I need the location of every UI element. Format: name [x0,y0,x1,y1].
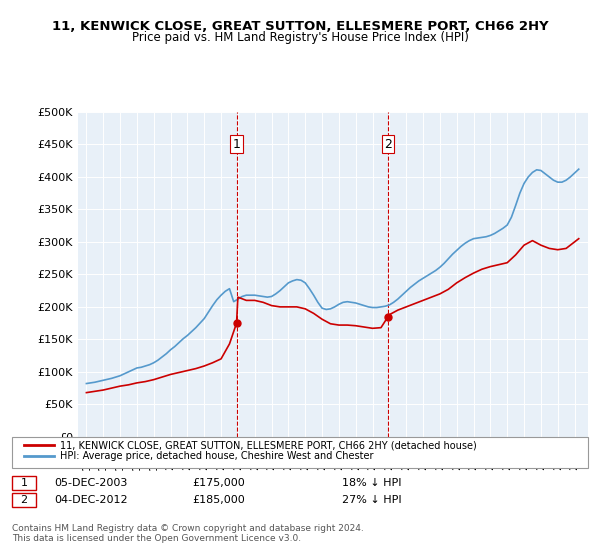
Text: 11, KENWICK CLOSE, GREAT SUTTON, ELLESMERE PORT, CH66 2HY (detached house): 11, KENWICK CLOSE, GREAT SUTTON, ELLESME… [60,440,477,450]
Text: £185,000: £185,000 [192,494,245,505]
Text: £175,000: £175,000 [192,478,245,488]
Text: 1: 1 [20,478,28,488]
Text: 27% ↓ HPI: 27% ↓ HPI [342,494,401,505]
Text: 18% ↓ HPI: 18% ↓ HPI [342,478,401,488]
Text: Contains HM Land Registry data © Crown copyright and database right 2024.
This d: Contains HM Land Registry data © Crown c… [12,524,364,543]
Text: 04-DEC-2012: 04-DEC-2012 [54,494,128,505]
Text: 1: 1 [233,138,241,151]
Text: 11, KENWICK CLOSE, GREAT SUTTON, ELLESMERE PORT, CH66 2HY (detached house): 11, KENWICK CLOSE, GREAT SUTTON, ELLESME… [60,440,477,450]
Text: 2: 2 [384,138,392,151]
Text: HPI: Average price, detached house, Cheshire West and Chester: HPI: Average price, detached house, Ches… [60,451,373,461]
Text: 11, KENWICK CLOSE, GREAT SUTTON, ELLESMERE PORT, CH66 2HY: 11, KENWICK CLOSE, GREAT SUTTON, ELLESME… [52,20,548,32]
Text: Price paid vs. HM Land Registry's House Price Index (HPI): Price paid vs. HM Land Registry's House … [131,31,469,44]
Text: 2: 2 [20,494,28,505]
Text: HPI: Average price, detached house, Cheshire West and Chester: HPI: Average price, detached house, Ches… [60,451,373,461]
Text: 05-DEC-2003: 05-DEC-2003 [54,478,127,488]
